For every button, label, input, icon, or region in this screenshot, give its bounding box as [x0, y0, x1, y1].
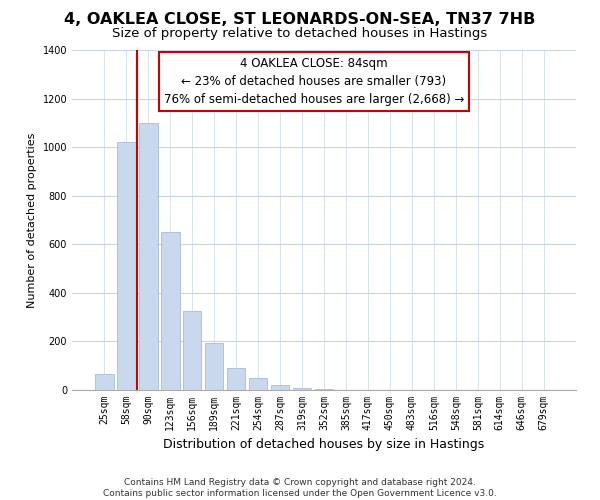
- Y-axis label: Number of detached properties: Number of detached properties: [27, 132, 37, 308]
- Bar: [205, 344, 223, 390]
- X-axis label: Distribution of detached houses by size in Hastings: Distribution of detached houses by size …: [163, 438, 485, 452]
- Text: Contains HM Land Registry data © Crown copyright and database right 2024.
Contai: Contains HM Land Registry data © Crown c…: [103, 478, 497, 498]
- Bar: [183, 311, 202, 390]
- Text: Size of property relative to detached houses in Hastings: Size of property relative to detached ho…: [112, 28, 488, 40]
- Bar: [249, 378, 268, 390]
- Bar: [161, 232, 179, 390]
- Text: 4, OAKLEA CLOSE, ST LEONARDS-ON-SEA, TN37 7HB: 4, OAKLEA CLOSE, ST LEONARDS-ON-SEA, TN3…: [64, 12, 536, 28]
- Text: 4 OAKLEA CLOSE: 84sqm
← 23% of detached houses are smaller (793)
76% of semi-det: 4 OAKLEA CLOSE: 84sqm ← 23% of detached …: [164, 57, 464, 106]
- Bar: [314, 389, 334, 390]
- Bar: [117, 142, 136, 390]
- Bar: [271, 385, 289, 390]
- Bar: [95, 374, 113, 390]
- Bar: [293, 388, 311, 390]
- Bar: [227, 368, 245, 390]
- Bar: [139, 123, 158, 390]
